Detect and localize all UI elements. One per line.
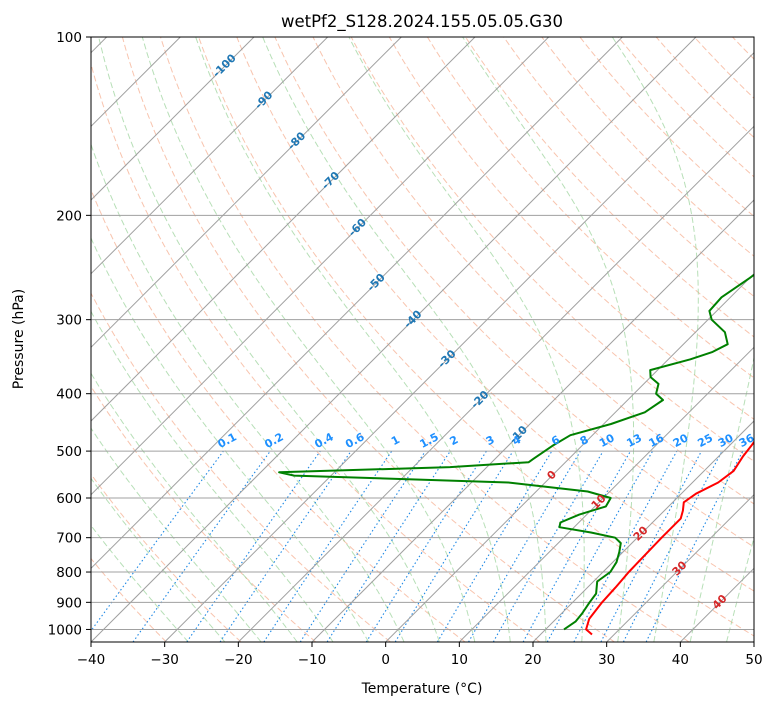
dry-adiabat-line <box>236 37 754 592</box>
isotherm-line <box>532 420 754 642</box>
mixing-ratio-line <box>299 450 426 642</box>
isotherm-line <box>91 37 697 642</box>
isotherm-line <box>91 37 476 422</box>
dry-adiabat-line <box>91 188 466 642</box>
dry-adiabat-line <box>160 37 690 642</box>
isotherm-line <box>385 272 754 642</box>
y-tick-label: 500 <box>56 444 82 460</box>
x-axis-title: Temperature (°C) <box>361 681 483 697</box>
mixing-ratio-line <box>91 450 224 632</box>
x-tick-label: −30 <box>150 652 179 668</box>
isotherm-line <box>237 125 754 642</box>
y-tick-label: 600 <box>56 491 82 507</box>
mixing-ratio-line <box>263 450 393 642</box>
mixing-ratio-line <box>522 450 631 642</box>
moist-adiabat-line <box>141 37 476 642</box>
mixing-ratio-line <box>394 450 514 642</box>
dry-adiabat-line <box>91 385 317 642</box>
y-tick-label: 1000 <box>48 622 82 638</box>
x-tick-label: 30 <box>598 652 615 668</box>
moist-adiabat-line <box>611 37 699 642</box>
dry-adiabat-line <box>91 473 242 642</box>
mixing-ratio-line <box>546 450 654 642</box>
y-tick-label: 700 <box>56 531 82 547</box>
y-tick-label: 100 <box>56 30 82 46</box>
y-tick-label: 400 <box>56 387 82 403</box>
mixing-ratio-label: 36 <box>737 431 757 450</box>
moist-adiabat-line <box>91 236 370 642</box>
isotherm-line <box>458 346 754 642</box>
isotherm-line <box>91 37 623 570</box>
mixing-ratio-line <box>186 450 321 642</box>
x-axis: −40 −30 −20 −10 0 10 20 30 40 50 <box>77 642 763 668</box>
dry-adiabat-line <box>91 62 541 642</box>
mixing-ratio-line <box>219 450 352 642</box>
plot-frame <box>90 36 755 643</box>
mixing-ratio-line <box>132 450 271 642</box>
mixing-ratio-label: 10 <box>597 431 617 450</box>
moist-adiabat-line <box>91 477 226 642</box>
x-tick-label: −10 <box>298 652 327 668</box>
y-axis: 100 200 300 400 500 600 700 800 900 1000 <box>48 30 91 638</box>
moist-adiabat-line <box>91 427 262 642</box>
moist-adiabat-line <box>262 37 547 642</box>
x-tick-label: 50 <box>745 652 762 668</box>
dry-adiabat-line <box>312 37 754 505</box>
grid-lines <box>91 37 754 642</box>
y-tick-label: 800 <box>56 565 82 581</box>
isotherm-line <box>91 37 255 201</box>
x-tick-label: −20 <box>224 652 253 668</box>
dry-adiabat-line <box>274 37 754 548</box>
dry-adiabat-line <box>91 557 167 642</box>
mixing-ratio-line <box>326 450 451 642</box>
mixing-ratio-label: 13 <box>624 431 644 450</box>
chart-title: wetPf2_S128.2024.155.05.05.G30 <box>281 12 563 32</box>
x-tick-label: 0 <box>381 652 390 668</box>
moist-adiabat-line <box>91 524 189 642</box>
mixing-ratio-label: 30 <box>716 431 736 450</box>
y-axis-title: Pressure (hPa) <box>11 289 27 389</box>
x-tick-label: 20 <box>524 652 541 668</box>
temperature-line <box>585 440 754 636</box>
mixing-ratio-line <box>645 450 744 642</box>
dry-adiabat-line <box>503 37 754 298</box>
isotherm-line <box>606 493 754 642</box>
y-tick-label: 300 <box>56 313 82 329</box>
isotherm-line <box>164 51 754 642</box>
x-tick-label: 40 <box>672 652 689 668</box>
isotherm-line <box>311 199 754 642</box>
y-tick-label: 900 <box>56 595 82 611</box>
profile-lines <box>278 273 754 636</box>
mixing-ratio-label: 16 <box>647 431 667 450</box>
moist-adiabat-line <box>348 37 585 642</box>
dry-adiabat-line <box>388 37 754 420</box>
isotherm-line <box>91 37 329 275</box>
dewpoint-line <box>278 273 754 631</box>
x-tick-label: 10 <box>451 652 468 668</box>
moist-adiabat-line <box>91 142 405 642</box>
dry-adiabat-line <box>121 37 615 642</box>
x-tick-label: −40 <box>77 652 106 668</box>
mixing-ratio-label: 20 <box>671 431 691 450</box>
y-tick-label: 200 <box>56 208 82 224</box>
mixing-ratio-label: 25 <box>695 431 715 450</box>
isotherm-line <box>91 37 402 349</box>
dry-adiabat-line <box>91 292 391 642</box>
moist-adiabat-line <box>91 372 298 642</box>
dry-adiabat-line <box>465 37 754 338</box>
dry-adiabat-line <box>350 37 754 462</box>
background-lines <box>91 37 754 642</box>
isotherm-line <box>91 37 550 496</box>
moist-adiabat-line <box>98 37 440 642</box>
